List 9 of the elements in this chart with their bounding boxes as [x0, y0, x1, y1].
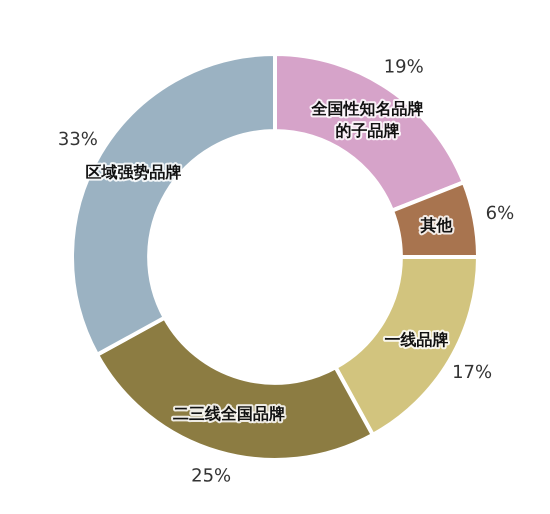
data-label: 19%	[384, 56, 424, 78]
data-label: 17%	[452, 362, 492, 384]
data-label: 25%	[191, 466, 232, 487]
slice-label: 一线品牌	[384, 330, 449, 349]
slice-label: 其他	[420, 215, 454, 234]
data-label: 6%	[486, 202, 514, 224]
slice-label: 二三线全国品牌	[173, 404, 286, 424]
data-label: 33%	[58, 129, 98, 150]
slice-label: 全国性知名品牌的子品牌	[310, 99, 424, 140]
